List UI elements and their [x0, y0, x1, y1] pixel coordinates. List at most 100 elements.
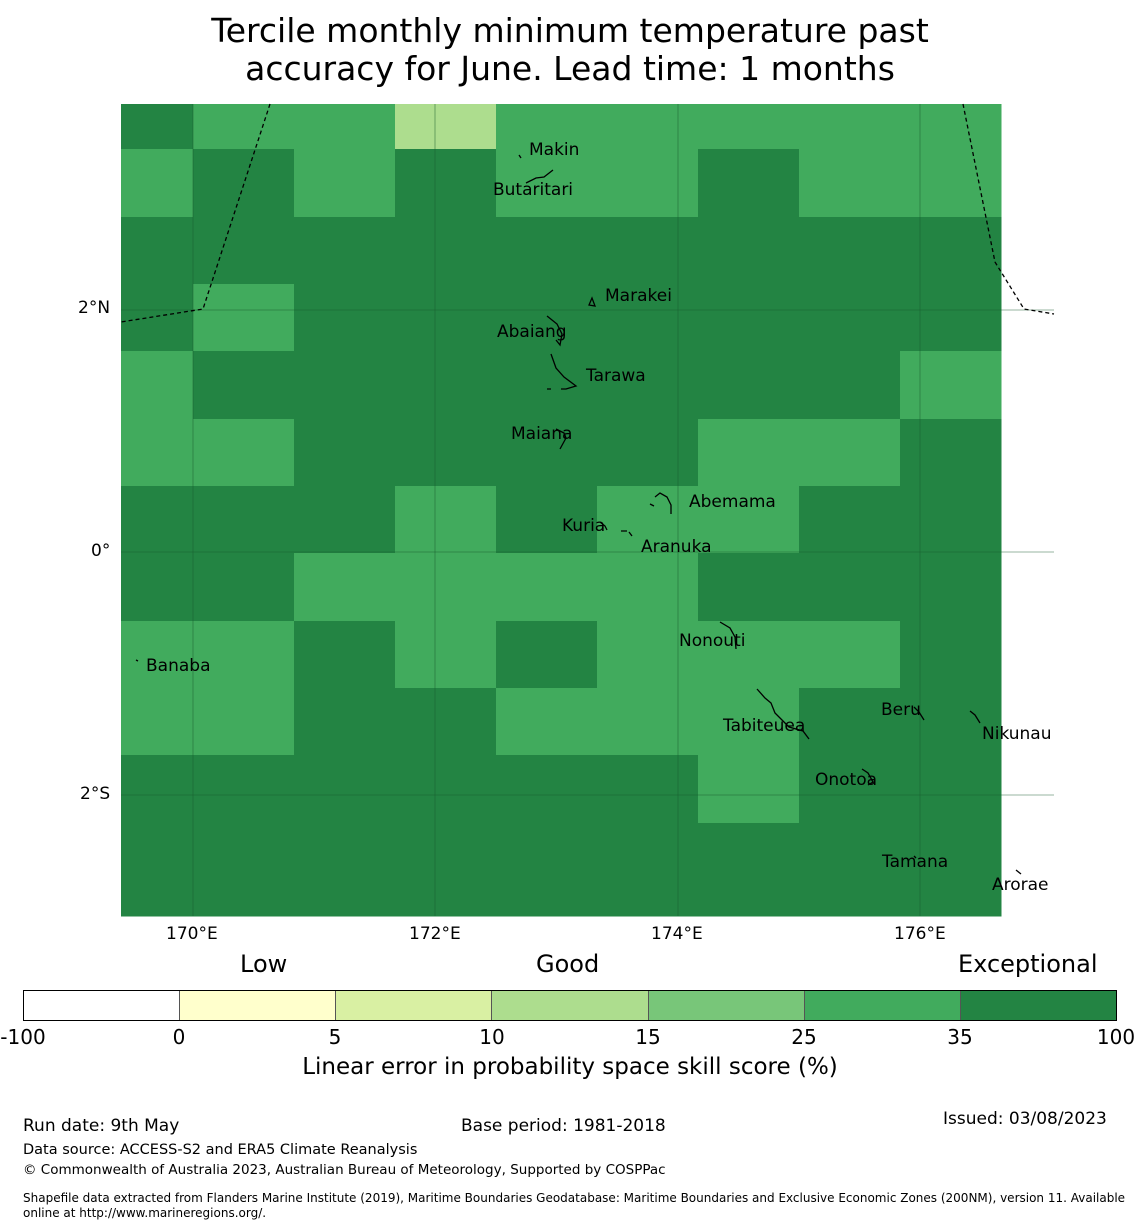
island-shape-banaba	[135, 659, 139, 662]
grid-cell	[395, 149, 497, 218]
grid-cell	[121, 419, 194, 487]
colorbar-tick-35: 35	[947, 1025, 973, 1049]
grid-cell	[900, 621, 1002, 689]
grid-cell	[900, 553, 1002, 622]
grid-cell	[193, 284, 295, 352]
island-label-nikunau: Nikunau	[982, 724, 1052, 744]
grid-cell	[193, 419, 295, 487]
island-shape-arorae	[1015, 869, 1022, 875]
grid-cell	[698, 755, 800, 824]
graticule-lines	[121, 104, 1054, 916]
grid-cell	[496, 486, 598, 554]
eez-boundary-lines	[120, 103, 1055, 323]
grid-cell	[900, 284, 1002, 352]
grid-cell	[496, 351, 598, 420]
grid-cell	[799, 823, 901, 917]
grid-cell	[496, 149, 598, 218]
colorbar-tick-10: 10	[479, 1025, 505, 1049]
grid-cell	[121, 217, 194, 285]
island-shape-makin	[518, 154, 522, 159]
grid-cell	[395, 553, 497, 622]
island-shape-butaritari	[525, 169, 554, 184]
colorbar-word-good: Good	[536, 950, 600, 978]
grid-cell	[597, 149, 699, 218]
colorbar-segment	[960, 991, 1116, 1020]
grid-cell	[597, 284, 699, 352]
colorbar-tick-m100: -100	[0, 1025, 46, 1049]
grid-cell	[597, 419, 699, 487]
grid-cell	[799, 419, 901, 487]
grid-cell	[294, 621, 396, 689]
grid-cell	[597, 217, 699, 285]
grid-cell	[193, 149, 295, 218]
skill-map	[120, 103, 1055, 917]
lon-label-170e: 170°E	[166, 924, 218, 944]
grid-cell	[900, 688, 1002, 756]
grid-cell	[900, 755, 1002, 824]
grid-cell	[294, 486, 396, 554]
grid-cell	[395, 823, 497, 917]
grid-cell	[698, 149, 800, 218]
grid-cell	[698, 419, 800, 487]
colorbar-segment	[492, 991, 649, 1020]
grid-cell	[395, 419, 497, 487]
colorbar-bar	[23, 990, 1117, 1021]
island-label-abaiang: Abaiang	[497, 322, 567, 342]
grid-cell	[799, 688, 901, 756]
grid-cell	[900, 823, 1002, 917]
grid-cell	[597, 688, 699, 756]
grid-cell	[900, 149, 1002, 218]
island-label-tarawa: Tarawa	[586, 366, 646, 386]
skill-grid	[121, 104, 1002, 917]
island-shape-kuria	[599, 521, 633, 537]
island-label-maiana: Maiana	[511, 424, 573, 444]
island-outlines	[135, 154, 1022, 875]
island-label-arorae: Arorae	[992, 875, 1049, 895]
grid-cell	[294, 688, 396, 756]
grid-cell	[496, 553, 598, 622]
grid-cell	[193, 217, 295, 285]
shapefile-credit-line-1: Shapefile data extracted from Flanders M…	[23, 1191, 1126, 1205]
grid-cell	[193, 351, 295, 420]
island-label-beru: Beru	[881, 700, 921, 720]
island-shape-nonouti	[719, 621, 737, 650]
grid-cell	[395, 284, 497, 352]
grid-cell	[496, 419, 598, 487]
grid-cell	[496, 688, 598, 756]
grid-cell	[698, 104, 800, 150]
grid-cell	[597, 351, 699, 420]
grid-cell	[193, 104, 295, 150]
colorbar-tick-0: 0	[172, 1025, 186, 1049]
grid-cell	[698, 486, 800, 554]
grid-cell	[121, 104, 194, 150]
grid-cell	[799, 351, 901, 420]
issued-date: Issued: 03/08/2023	[943, 1109, 1107, 1129]
grid-cell	[496, 217, 598, 285]
grid-cell	[395, 351, 497, 420]
grid-cell	[395, 621, 497, 689]
grid-cell	[121, 755, 194, 824]
grid-cell	[294, 284, 396, 352]
data-source: Data source: ACCESS-S2 and ERA5 Climate …	[23, 1142, 418, 1158]
island-label-banaba: Banaba	[146, 656, 211, 676]
grid-cell	[900, 486, 1002, 554]
grid-cell	[799, 553, 901, 622]
island-shape-abemama	[649, 492, 672, 514]
island-label-makin: Makin	[529, 140, 580, 160]
chart-title: Tercile monthly minimum temperature past…	[0, 12, 1140, 88]
island-label-abemama: Abemama	[689, 492, 776, 512]
colorbar-tick-15: 15	[635, 1025, 661, 1049]
grid-cell	[799, 284, 901, 352]
grid-cell	[294, 149, 396, 218]
colorbar-segment	[24, 991, 181, 1020]
island-shape-nikunau	[969, 710, 981, 724]
colorbar-segment	[648, 991, 805, 1020]
island-shape-tarawa	[547, 353, 578, 390]
grid-cell	[900, 419, 1002, 487]
island-label-butaritari: Butaritari	[493, 180, 574, 200]
base-period: Base period: 1981-2018	[461, 1116, 666, 1136]
grid-cell	[597, 621, 699, 689]
grid-cell	[193, 823, 295, 917]
grid-cell	[496, 104, 598, 150]
colorbar-word-exceptional: Exceptional	[958, 950, 1098, 978]
